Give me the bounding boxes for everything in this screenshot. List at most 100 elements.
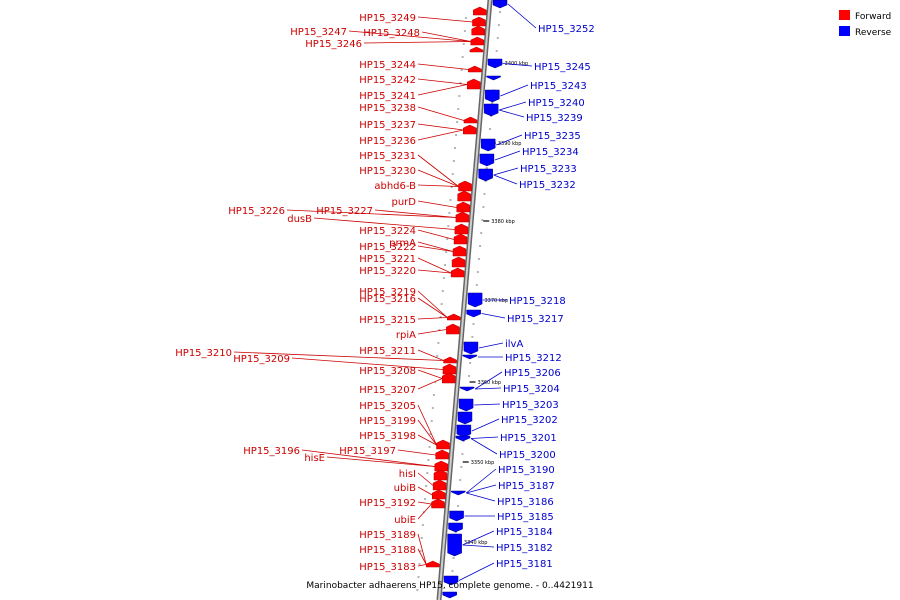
forward-gene-mark bbox=[455, 211, 470, 223]
forward-gene-leader bbox=[417, 349, 444, 361]
reverse-gene-leader bbox=[496, 134, 523, 146]
forward-gene-leader bbox=[417, 472, 434, 486]
reverse-gene-leader bbox=[474, 403, 501, 406]
reverse-gene-label: HP15_3206 bbox=[504, 368, 561, 379]
reverse-gene-leader bbox=[493, 174, 518, 185]
legend-forward-swatch bbox=[839, 10, 850, 20]
reverse-gene-mark bbox=[456, 424, 472, 438]
tick-label: 3400 kbp bbox=[505, 61, 529, 67]
forward-gene-label: rpiA bbox=[396, 330, 416, 341]
forward-gene-leader bbox=[421, 31, 471, 42]
reverse-gene-mark bbox=[483, 103, 499, 117]
forward-gene-mark bbox=[469, 46, 484, 53]
forward-gene-label: HP15_3197 bbox=[339, 446, 396, 457]
tick-label: 3390 kbp bbox=[498, 141, 522, 147]
forward-gene-label: HP15_3210 bbox=[175, 348, 232, 359]
forward-gene-label: HP15_3224 bbox=[359, 226, 416, 237]
reverse-gene-label: HP15_3245 bbox=[534, 62, 591, 73]
reverse-gene-mark bbox=[467, 292, 483, 308]
forward-gene-label: HP15_3216 bbox=[359, 294, 416, 305]
forward-gene-mark bbox=[457, 190, 471, 202]
reverse-gene-mark bbox=[443, 575, 459, 586]
forward-gene-leader bbox=[417, 369, 443, 379]
forward-gene-leader bbox=[417, 486, 433, 496]
reverse-gene-leader bbox=[466, 484, 497, 494]
forward-gene-label: HP15_3231 bbox=[359, 151, 416, 162]
forward-gene-leader bbox=[286, 209, 456, 218]
forward-gene-leader bbox=[417, 564, 427, 567]
reverse-gene-leader bbox=[462, 544, 495, 548]
forward-gene-leader bbox=[417, 200, 457, 208]
forward-gene-label: HP15_3249 bbox=[359, 13, 416, 24]
tick-label: 3360 kbp bbox=[478, 380, 502, 386]
forward-gene-label: purD bbox=[392, 197, 417, 208]
reverse-gene-label: HP15_3243 bbox=[530, 81, 587, 92]
reverse-gene-label: HP15_3239 bbox=[526, 113, 583, 124]
forward-gene-mark bbox=[472, 16, 486, 27]
tick-label: 3340 kbp bbox=[464, 540, 488, 546]
legend-forward-label: Forward bbox=[855, 12, 891, 22]
forward-gene-label: HP15_3236 bbox=[359, 136, 416, 147]
reverse-gene-mark bbox=[457, 411, 473, 425]
reverse-gene-leader bbox=[474, 371, 503, 390]
forward-gene-leader bbox=[417, 501, 432, 505]
forward-gene-label: HP15_3219 bbox=[359, 287, 416, 298]
forward-gene-leader bbox=[417, 269, 452, 274]
forward-gene-label: HP15_3242 bbox=[359, 75, 416, 86]
reverse-gene-label: HP15_3182 bbox=[496, 543, 553, 554]
forward-gene-leader bbox=[417, 257, 452, 274]
forward-gene-label: HP15_3188 bbox=[359, 545, 416, 556]
forward-gene-mark bbox=[446, 323, 460, 335]
reverse-gene-mark bbox=[492, 0, 508, 9]
reverse-gene-label: HP15_3217 bbox=[507, 314, 564, 325]
reverse-gene-label: HP15_3190 bbox=[498, 465, 555, 476]
forward-gene-label: ubiE bbox=[394, 515, 416, 526]
forward-gene-label: HP15_3211 bbox=[359, 346, 416, 357]
forward-gene-label: HP15_3248 bbox=[363, 28, 420, 39]
forward-gene-leader bbox=[417, 533, 427, 565]
reverse-gene-mark bbox=[447, 533, 462, 557]
forward-gene-leader bbox=[417, 245, 454, 252]
forward-gene-mark bbox=[442, 363, 457, 375]
forward-gene-leader bbox=[417, 241, 454, 252]
forward-gene-leader bbox=[348, 30, 471, 42]
forward-gene-leader bbox=[374, 209, 456, 218]
forward-gene-label: HP15_3208 bbox=[359, 366, 416, 377]
forward-gene-label: HP15_3222 bbox=[359, 242, 416, 253]
forward-gene-label: hisE bbox=[304, 453, 325, 464]
forward-gene-leader bbox=[291, 357, 444, 370]
forward-gene-leader bbox=[417, 378, 443, 390]
forward-gene-mark bbox=[463, 116, 478, 124]
forward-gene-label: HP15_3183 bbox=[359, 562, 416, 573]
reverse-gene-label: HP15_3232 bbox=[519, 180, 576, 191]
forward-gene-mark bbox=[453, 233, 468, 245]
reverse-gene-label: HP15_3212 bbox=[505, 353, 562, 364]
forward-gene-label: HP15_3198 bbox=[359, 431, 416, 442]
forward-gene-leader bbox=[417, 84, 468, 96]
forward-gene-label: abhd6-B bbox=[374, 181, 416, 192]
forward-gene-leader bbox=[417, 317, 448, 320]
reverse-gene-mark bbox=[459, 386, 475, 392]
reverse-gene-label: HP15_3203 bbox=[502, 400, 559, 411]
forward-gene-label: HP15_3192 bbox=[359, 498, 416, 509]
forward-gene-label: HP15_3199 bbox=[359, 416, 416, 427]
forward-gene-mark bbox=[432, 489, 446, 500]
genome-caption: Marinobacter adhaerens HP15, complete ge… bbox=[306, 581, 593, 591]
legend-reverse-label: Reverse bbox=[855, 28, 892, 38]
forward-gene-leader bbox=[417, 503, 432, 520]
chromosome-axis-highlight bbox=[438, 0, 491, 600]
forward-gene-leader bbox=[417, 123, 464, 131]
forward-gene-mark bbox=[441, 372, 456, 384]
forward-gene-label: HP15_3189 bbox=[359, 530, 416, 541]
forward-gene-label: HP15_3247 bbox=[290, 27, 347, 38]
reverse-gene-label: HP15_3234 bbox=[522, 147, 579, 158]
reverse-gene-leader bbox=[466, 492, 496, 502]
reverse-gene-mark bbox=[458, 398, 474, 412]
forward-gene-label: dusB bbox=[287, 214, 312, 225]
forward-gene-mark bbox=[456, 201, 470, 213]
forward-gene-label: HP15_3196 bbox=[243, 446, 300, 457]
reverse-gene-leader bbox=[502, 63, 533, 67]
reverse-gene-label: HP15_3184 bbox=[496, 527, 553, 538]
forward-gene-leader bbox=[417, 154, 459, 187]
